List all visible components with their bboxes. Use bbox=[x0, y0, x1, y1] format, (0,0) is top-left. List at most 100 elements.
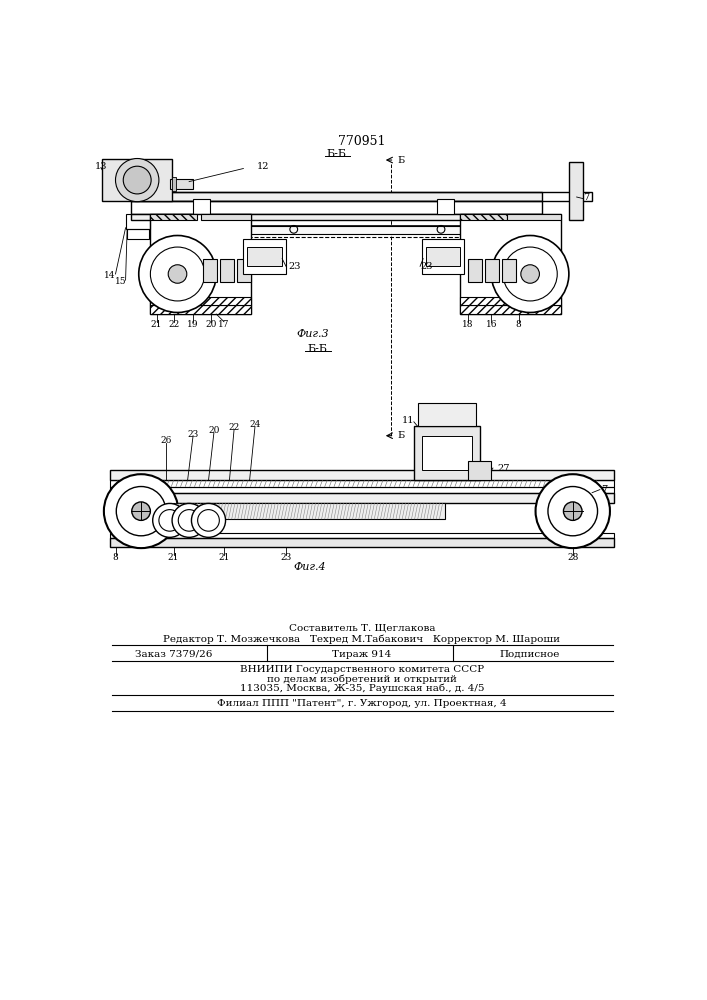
Bar bbox=[201, 226, 557, 234]
Bar bbox=[170, 179, 193, 189]
Bar bbox=[414, 426, 480, 480]
Text: 13: 13 bbox=[95, 162, 107, 171]
Bar bbox=[460, 214, 507, 220]
Bar bbox=[110, 538, 614, 547]
Text: 21: 21 bbox=[168, 553, 180, 562]
Text: Заказ 7379/26: Заказ 7379/26 bbox=[135, 650, 212, 659]
Text: Б: Б bbox=[397, 156, 404, 165]
Bar bbox=[460, 297, 561, 305]
Bar bbox=[110, 487, 614, 493]
Bar bbox=[131, 192, 542, 201]
Text: 20: 20 bbox=[205, 320, 216, 329]
Bar bbox=[220, 259, 234, 282]
Text: 23: 23 bbox=[288, 262, 300, 271]
Text: 22: 22 bbox=[228, 423, 240, 432]
Text: Составитель Т. Щеглакова: Составитель Т. Щеглакова bbox=[288, 624, 436, 633]
Bar bbox=[468, 461, 491, 480]
Bar bbox=[421, 436, 472, 470]
Bar bbox=[243, 239, 286, 274]
Text: 17: 17 bbox=[218, 320, 230, 329]
Bar bbox=[437, 199, 454, 214]
Bar bbox=[421, 239, 464, 274]
Bar bbox=[203, 259, 217, 282]
Text: 15: 15 bbox=[115, 277, 127, 286]
Circle shape bbox=[153, 503, 187, 537]
Text: 16: 16 bbox=[486, 320, 497, 329]
Text: 19: 19 bbox=[187, 320, 199, 329]
Bar bbox=[151, 297, 251, 305]
Bar bbox=[126, 214, 151, 229]
Text: 20: 20 bbox=[209, 426, 220, 435]
Bar bbox=[460, 214, 561, 314]
Text: 27: 27 bbox=[498, 464, 510, 473]
Circle shape bbox=[521, 265, 539, 283]
Bar bbox=[485, 259, 499, 282]
Circle shape bbox=[491, 235, 569, 312]
Text: Фиг.3: Фиг.3 bbox=[297, 329, 329, 339]
Text: 23: 23 bbox=[187, 430, 199, 439]
Text: 23: 23 bbox=[281, 553, 291, 562]
Circle shape bbox=[104, 474, 178, 548]
Text: 7: 7 bbox=[583, 192, 589, 202]
Text: ВНИИПИ Государственного комитета СССР: ВНИИПИ Государственного комитета СССР bbox=[240, 665, 484, 674]
Text: 12: 12 bbox=[257, 162, 269, 171]
Text: 113035, Москва, Ж-35, Раушская наб., д. 4/5: 113035, Москва, Ж-35, Раушская наб., д. … bbox=[240, 684, 484, 693]
Circle shape bbox=[139, 235, 216, 312]
Bar bbox=[418, 403, 476, 426]
Text: 22: 22 bbox=[168, 320, 180, 329]
Bar bbox=[569, 162, 583, 220]
Bar bbox=[110, 533, 614, 538]
Text: Б-Б: Б-Б bbox=[307, 344, 327, 354]
Bar bbox=[103, 158, 172, 201]
Bar bbox=[110, 470, 614, 480]
Text: 23: 23 bbox=[420, 262, 433, 271]
Text: Б-Б: Б-Б bbox=[327, 149, 346, 159]
Bar bbox=[166, 503, 445, 519]
Bar bbox=[151, 305, 251, 314]
Bar bbox=[237, 259, 251, 282]
Bar bbox=[426, 247, 460, 266]
Bar bbox=[460, 305, 561, 314]
Text: Фиг.4: Фиг.4 bbox=[293, 562, 325, 572]
Text: по делам изобретений и открытий: по делам изобретений и открытий bbox=[267, 674, 457, 684]
Circle shape bbox=[535, 474, 610, 548]
Bar bbox=[131, 214, 542, 220]
Bar bbox=[507, 214, 561, 220]
Circle shape bbox=[123, 166, 151, 194]
Text: Редактор Т. Мозжечкова   Техред М.Табакович   Корректор М. Шароши: Редактор Т. Мозжечкова Техред М.Табакови… bbox=[163, 634, 561, 644]
Bar bbox=[468, 259, 482, 282]
Text: Б: Б bbox=[397, 431, 404, 440]
Text: 7: 7 bbox=[602, 485, 608, 494]
Text: 770951: 770951 bbox=[338, 135, 386, 148]
Bar bbox=[131, 192, 592, 201]
Bar bbox=[502, 259, 516, 282]
Bar bbox=[131, 201, 542, 214]
Circle shape bbox=[172, 503, 206, 537]
Bar bbox=[127, 229, 149, 239]
Text: 21: 21 bbox=[151, 320, 163, 329]
Bar bbox=[110, 480, 614, 487]
Text: Тираж 914: Тираж 914 bbox=[332, 650, 392, 659]
Bar bbox=[201, 214, 251, 220]
Circle shape bbox=[132, 502, 151, 520]
Text: 28: 28 bbox=[567, 553, 578, 562]
Text: 14: 14 bbox=[105, 271, 116, 280]
Text: 21: 21 bbox=[218, 553, 230, 562]
Bar bbox=[151, 214, 251, 314]
Text: Подписное: Подписное bbox=[500, 650, 561, 659]
Bar bbox=[172, 177, 176, 191]
Bar bbox=[247, 247, 282, 266]
Text: 24: 24 bbox=[250, 420, 261, 429]
Text: 8: 8 bbox=[112, 553, 118, 562]
Circle shape bbox=[168, 265, 187, 283]
Bar bbox=[151, 214, 197, 220]
Text: Филиал ППП "Патент", г. Ужгород, ул. Проектная, 4: Филиал ППП "Патент", г. Ужгород, ул. Про… bbox=[217, 699, 507, 708]
Circle shape bbox=[115, 158, 159, 202]
Circle shape bbox=[563, 502, 582, 520]
Text: 8: 8 bbox=[515, 320, 521, 329]
Bar bbox=[193, 199, 210, 214]
Text: 11: 11 bbox=[402, 416, 414, 425]
Circle shape bbox=[192, 503, 226, 537]
Text: 18: 18 bbox=[462, 320, 474, 329]
Bar bbox=[110, 493, 614, 503]
